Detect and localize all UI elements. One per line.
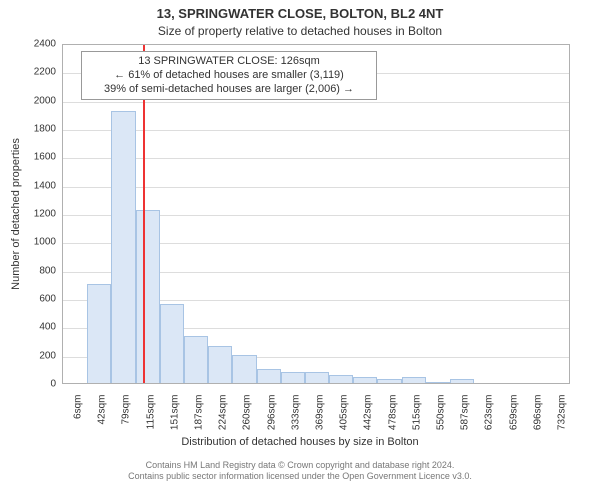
gridline xyxy=(63,130,569,131)
x-tick-label: 42sqm xyxy=(97,395,108,425)
histogram-bar xyxy=(281,372,305,383)
x-tick-label: 442sqm xyxy=(363,395,374,431)
x-tick-label: 6sqm xyxy=(73,395,84,419)
histogram-bar xyxy=(257,369,281,383)
x-tick-label: 587sqm xyxy=(460,395,471,431)
y-tick-label: 1200 xyxy=(0,209,56,220)
attribution-line: Contains public sector information licen… xyxy=(0,471,600,482)
y-tick-label: 1800 xyxy=(0,124,56,135)
histogram-bar xyxy=(377,379,401,383)
x-tick-label: 187sqm xyxy=(194,395,205,431)
x-tick-label: 696sqm xyxy=(532,395,543,431)
histogram-bar xyxy=(136,210,160,383)
y-tick-label: 0 xyxy=(0,379,56,390)
attribution-text: Contains HM Land Registry data © Crown c… xyxy=(0,460,600,483)
y-tick-label: 1600 xyxy=(0,152,56,163)
histogram-bar xyxy=(353,377,377,383)
histogram-bar xyxy=(87,284,111,383)
annotation-line: 39% of semi-detached houses are larger (… xyxy=(88,83,370,97)
x-tick-label: 333sqm xyxy=(290,395,301,431)
histogram-bar xyxy=(402,377,426,383)
x-tick-label: 79sqm xyxy=(121,395,132,425)
x-tick-label: 115sqm xyxy=(145,395,156,430)
gridline xyxy=(63,102,569,103)
x-tick-label: 369sqm xyxy=(315,395,326,431)
histogram-bar xyxy=(208,346,232,383)
chart-subtitle: Size of property relative to detached ho… xyxy=(0,24,600,38)
histogram-bar xyxy=(329,375,353,384)
x-tick-label: 478sqm xyxy=(387,395,398,431)
x-tick-label: 659sqm xyxy=(508,395,519,431)
x-tick-label: 515sqm xyxy=(411,395,422,431)
y-tick-label: 400 xyxy=(0,322,56,333)
histogram-bar xyxy=(426,382,450,383)
chart-container: 13, SPRINGWATER CLOSE, BOLTON, BL2 4NT S… xyxy=(0,0,600,500)
histogram-bar xyxy=(160,304,184,383)
x-tick-label: 151sqm xyxy=(169,395,180,431)
plot-area: 13 SPRINGWATER CLOSE: 126sqm← 61% of det… xyxy=(62,44,570,384)
y-tick-label: 800 xyxy=(0,265,56,276)
y-tick-label: 2400 xyxy=(0,39,56,50)
histogram-bar xyxy=(111,111,135,383)
histogram-bar xyxy=(450,379,474,383)
gridline xyxy=(63,187,569,188)
x-tick-label: 550sqm xyxy=(435,395,446,431)
y-tick-label: 2200 xyxy=(0,67,56,78)
histogram-bar xyxy=(305,372,329,383)
x-tick-label: 224sqm xyxy=(218,395,229,431)
chart-title: 13, SPRINGWATER CLOSE, BOLTON, BL2 4NT xyxy=(0,6,600,21)
gridline xyxy=(63,158,569,159)
histogram-bar xyxy=(184,336,208,383)
y-tick-label: 600 xyxy=(0,294,56,305)
y-tick-label: 1000 xyxy=(0,237,56,248)
annotation-box: 13 SPRINGWATER CLOSE: 126sqm← 61% of det… xyxy=(81,51,377,100)
x-tick-label: 623sqm xyxy=(484,395,495,431)
attribution-line: Contains HM Land Registry data © Crown c… xyxy=(0,460,600,471)
annotation-line: 13 SPRINGWATER CLOSE: 126sqm xyxy=(88,55,370,69)
y-tick-label: 200 xyxy=(0,350,56,361)
histogram-bar xyxy=(232,355,256,383)
x-tick-label: 260sqm xyxy=(242,395,253,431)
x-tick-label: 405sqm xyxy=(339,395,350,431)
x-axis-label: Distribution of detached houses by size … xyxy=(0,436,600,448)
x-tick-label: 732sqm xyxy=(556,395,567,431)
y-tick-label: 1400 xyxy=(0,180,56,191)
annotation-line: ← 61% of detached houses are smaller (3,… xyxy=(88,69,370,83)
x-tick-label: 296sqm xyxy=(266,395,277,431)
y-tick-label: 2000 xyxy=(0,95,56,106)
